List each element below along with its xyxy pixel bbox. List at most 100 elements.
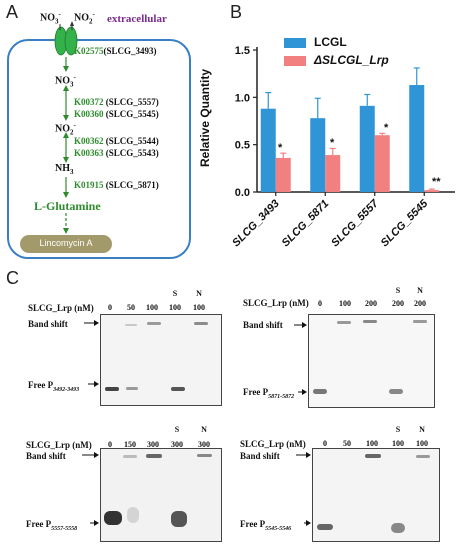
k00360-label: K00360 (SLCG_5545) — [74, 109, 159, 119]
y-tick-label-3: 1.5 — [235, 45, 250, 57]
x-tick-label-1: SLCG_5871 — [280, 198, 332, 250]
gel-2-lane-3: 200 — [365, 299, 377, 308]
gel-3-title: SLCG_Lrp (nM) — [26, 440, 92, 450]
no2-intracellular: NO2- — [55, 121, 76, 137]
gel-4-free-probe: Free P5545-5546 — [240, 519, 292, 532]
gel-3-lane-5: 300 — [198, 440, 210, 449]
gel-1-free-l1 — [105, 387, 119, 391]
gel-2-lane-5: 200 — [414, 299, 426, 308]
gel-4-free-l4 — [391, 523, 405, 533]
gel-3-free-l4 — [171, 511, 187, 527]
y-axis-label: Relative Quantity — [198, 68, 212, 168]
transporter-right — [64, 26, 78, 56]
gel-2-free-l4 — [389, 389, 403, 394]
gel-1-free-l4 — [171, 387, 185, 391]
gel-1-lane-5: 100 — [193, 303, 205, 312]
gel-2-arrows — [294, 322, 307, 395]
pathway-diagram — [7, 21, 191, 259]
gel-1-band-shift-l2 — [125, 324, 137, 326]
relative-quantity-chart: 0.0 0.5 1.0 1.5 SLCG_3493SLCG_5871SLCG_5557S… — [230, 45, 455, 250]
panel-c-letter: C — [6, 268, 19, 288]
gel-1-top-n: N — [196, 289, 202, 298]
k00372-label: K00372 (SLCG_5557) — [74, 97, 159, 107]
gel-1-free-probe: Free P3492-3493 — [28, 380, 80, 393]
sig-star-1: * — [278, 142, 283, 154]
gel-1-arrows — [84, 320, 99, 387]
no2-extracellular: NO2- — [74, 10, 95, 26]
k00362-label: K00362 (SLCG_5544) — [74, 136, 159, 146]
gel-2-band-shift-l2 — [337, 321, 351, 324]
panel-a-letter: A — [6, 2, 19, 22]
gel-4-top-n: N — [419, 425, 425, 434]
gel-3-free-probe: Free P5557-5558 — [26, 519, 78, 532]
gel-4-lane-3: 100 — [366, 439, 378, 448]
gel-1-image — [100, 314, 222, 406]
lincomycin-label: Lincomycin A — [39, 238, 93, 248]
gel-4-lane-4: 100 — [392, 439, 404, 448]
gel-1-top-s: S — [172, 289, 178, 298]
gel-1-free-l2 — [126, 387, 138, 390]
gel-3-image — [100, 448, 222, 542]
gel-4-free-l1 — [317, 524, 333, 530]
gel-4-lane-1: 0 — [323, 439, 327, 448]
gel-3-lane-4: 300 — [171, 440, 183, 449]
gel-2-free-l1 — [313, 389, 327, 394]
sig-star-4: ** — [432, 176, 441, 188]
gel-4-lane-5: 100 — [416, 439, 428, 448]
k02575-label: K02575(SLCG_3493) — [74, 46, 157, 56]
gel-1-lane-3: 100 — [146, 303, 158, 312]
gel-3-free-l1 — [104, 511, 122, 525]
gel-1-band-shift-l3 — [147, 322, 161, 325]
gel-2-lane-2: 100 — [339, 299, 351, 308]
gel-2-top-s: S — [395, 286, 401, 295]
gel-2-image — [308, 314, 435, 408]
gel-2-lane-1: 0 — [318, 299, 322, 308]
gel-1-band-shift: Band shift — [28, 319, 68, 329]
bar-lcgl-1 — [310, 118, 326, 192]
gel-2-lane-4: 200 — [392, 299, 404, 308]
gel-1-band-shift-l5 — [194, 322, 208, 325]
gel-2-title: SLCG_Lrp (nM) — [243, 298, 309, 308]
x-tick-label-3: SLCG_5545 — [379, 197, 431, 249]
gel-1-lane-4: 100 — [169, 303, 181, 312]
gel-3-free-l2 — [127, 507, 139, 523]
gel-2-band-shift: Band shift — [243, 320, 283, 330]
sig-star-2: * — [330, 137, 335, 149]
gel-1-lane-1: 0 — [108, 303, 112, 312]
nh3-label: NH3 — [55, 163, 74, 176]
no3-intracellular: NO3- — [55, 73, 76, 89]
y-tick-label-2: 1.0 — [235, 92, 250, 104]
gel-3-arrows — [82, 452, 99, 526]
gel-1-title: SLCG_Lrp (nM) — [28, 303, 94, 313]
gel-3-band-shift: Band shift — [26, 451, 66, 461]
gel-2-band-shift-l3 — [363, 320, 377, 323]
bar-lcgl-3 — [409, 85, 425, 192]
x-tick-label-2: SLCG_5557 — [329, 197, 381, 249]
bar-lrp-0 — [275, 157, 291, 192]
gel-3-lane-1: 0 — [108, 440, 112, 449]
sig-star-3: * — [384, 122, 389, 134]
gel-3-band-shift-l3 — [146, 454, 162, 458]
gel-3-band-shift-l2 — [123, 455, 137, 458]
gel-2-top-n: N — [417, 286, 423, 295]
gel-4-top-s: S — [395, 425, 401, 434]
gel-4-band-shift-l5 — [416, 455, 430, 458]
legend-swatch-lrp — [284, 56, 306, 66]
bar-lrp-2 — [374, 135, 390, 192]
l-glutamine-label: L-Glutamine — [34, 199, 101, 213]
gel-1-lane-2: 50 — [127, 303, 135, 312]
x-tick-label-0: SLCG_3493 — [230, 198, 282, 250]
gel-2-band-shift-l5 — [413, 320, 427, 323]
legend-swatch-lcgl — [284, 38, 306, 48]
cell-membrane — [7, 39, 191, 259]
gel-4-lane-2: 50 — [343, 439, 351, 448]
panel-b-letter: B — [230, 2, 243, 22]
gel-3-top-s: S — [174, 425, 180, 434]
y-tick-label-1: 0.5 — [235, 140, 250, 152]
gel-4-arrows — [296, 452, 311, 526]
legend-label-lrp: ΔSLCGL_Lrp — [314, 53, 389, 67]
extracellular-label: extracellular — [107, 13, 167, 25]
gel-2-free-probe: Free P5871-5872 — [243, 387, 295, 400]
gel-4-band-shift-l3 — [365, 454, 381, 458]
bar-lrp-1 — [325, 155, 341, 192]
